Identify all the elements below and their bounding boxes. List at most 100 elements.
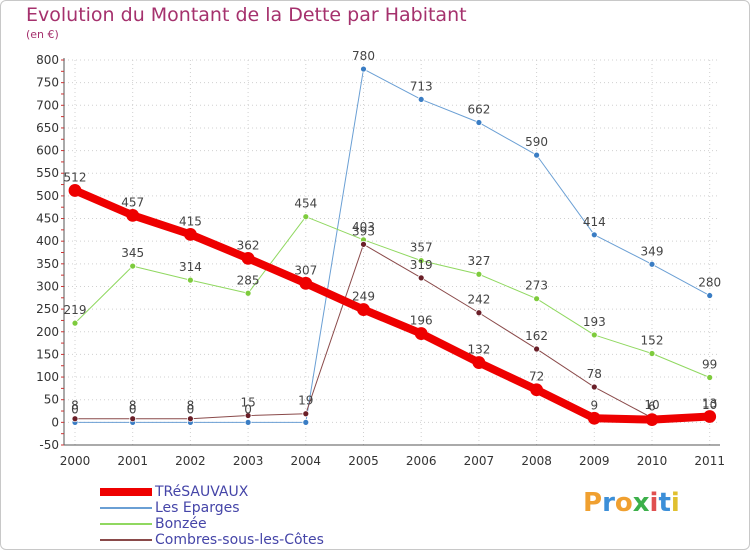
data-label: 152: [641, 334, 664, 348]
data-label: 10: [702, 398, 717, 412]
data-label: 457: [121, 195, 144, 209]
data-label: 0: [187, 402, 195, 416]
data-point: [244, 412, 252, 419]
data-label: 0: [129, 402, 137, 416]
y-tick-label: 750: [36, 76, 59, 90]
data-point: [302, 418, 310, 426]
data-label: 319: [410, 258, 433, 272]
data-label: 414: [583, 215, 606, 229]
y-tick-label: 600: [36, 144, 59, 158]
y-tick-label: 550: [36, 166, 59, 180]
logo-letter: t: [658, 488, 671, 518]
chart-title: Evolution du Montant de la Dette par Hab…: [26, 4, 467, 26]
x-tick-label: 2004: [291, 454, 322, 468]
data-label: 8: [71, 399, 79, 413]
chart-subtitle: (en €): [26, 28, 59, 41]
y-tick-label: 0: [51, 415, 59, 429]
data-label: 8: [129, 399, 137, 413]
data-point: [244, 289, 252, 297]
data-label: 0: [71, 402, 79, 416]
legend-item-les-eparges: Les Eparges: [100, 500, 360, 516]
data-point: [706, 374, 714, 381]
logo-letter: r: [602, 488, 615, 518]
x-tick-label: 2003: [233, 454, 264, 468]
series-line-2: [74, 243, 711, 420]
data-label: 196: [410, 314, 433, 328]
data-label: 249: [352, 290, 375, 304]
data-point: [129, 415, 137, 423]
legend-swatch-bonzee: [100, 523, 152, 525]
chart-legend: TRéSAUVAUX Les Eparges Bonzée Combres-so…: [100, 484, 360, 548]
data-label: 162: [525, 329, 548, 343]
legend-item-bonzee: Bonzée: [100, 516, 360, 532]
y-tick-label: 150: [36, 347, 59, 361]
data-label: 15: [240, 396, 255, 410]
legend-label-les-eparges: Les Eparges: [155, 500, 240, 516]
legend-label-bonzee: Bonzée: [155, 516, 207, 532]
data-point: [475, 119, 483, 126]
legend-item-combres: Combres-sous-les-Côtes: [100, 532, 360, 548]
data-point: [357, 303, 370, 316]
y-tick-label: 50: [44, 393, 59, 407]
data-point: [590, 383, 598, 391]
data-label: 78: [587, 367, 602, 381]
data-point: [299, 276, 313, 290]
y-tick-label: 300: [36, 279, 59, 293]
legend-item-tresauvaux: TRéSAUVAUX: [100, 484, 360, 500]
data-point: [648, 350, 656, 357]
data-point: [533, 295, 540, 303]
data-label: 285: [237, 273, 260, 287]
data-point: [417, 257, 425, 265]
data-point: [186, 276, 194, 284]
y-tick-label: 450: [36, 212, 59, 226]
data-label: 13: [702, 396, 717, 410]
data-label: 307: [294, 263, 317, 277]
series-line-3: [71, 186, 714, 424]
data-label: 512: [64, 170, 87, 184]
data-point: [183, 227, 197, 241]
data-label: 357: [410, 241, 433, 255]
proxiti-logo: Proxiti: [583, 488, 680, 518]
data-point: [472, 356, 486, 369]
data-point: [302, 213, 310, 221]
data-label: 454: [294, 197, 317, 211]
data-label: 662: [467, 103, 490, 117]
data-label: 403: [352, 220, 375, 234]
series-line-1: [74, 216, 711, 379]
x-tick-label: 2010: [637, 454, 668, 468]
data-label: 219: [64, 303, 87, 317]
data-point: [186, 415, 194, 423]
logo-letter: i: [670, 488, 680, 518]
x-tick-label: 2008: [521, 454, 552, 468]
legend-label-tresauvaux: TRéSAUVAUX: [155, 484, 249, 500]
data-label: 132: [467, 343, 490, 357]
data-label: 327: [467, 254, 490, 268]
data-point: [68, 184, 82, 197]
data-label: 590: [525, 135, 548, 149]
data-label: 349: [641, 244, 664, 258]
data-label: 273: [525, 279, 548, 293]
data-label: 6: [648, 400, 656, 414]
data-point: [360, 240, 367, 248]
data-label: 99: [702, 358, 717, 372]
y-tick-label: 200: [36, 325, 59, 339]
data-point: [475, 270, 483, 278]
logo-letter: o: [614, 488, 633, 518]
data-point: [71, 319, 79, 327]
x-tick-label: 2002: [175, 454, 206, 468]
y-tick-label: 350: [36, 257, 59, 271]
x-tick-label: 2007: [464, 454, 495, 468]
data-point: [475, 309, 483, 317]
y-tick-label: 100: [36, 370, 59, 384]
legend-swatch-tresauvaux: [100, 488, 152, 496]
data-point: [71, 415, 79, 423]
data-point: [129, 262, 137, 270]
x-tick-label: 2011: [694, 454, 725, 468]
data-point: [417, 96, 425, 103]
y-tick-label: -50: [39, 438, 59, 452]
data-label: 242: [467, 293, 490, 307]
y-tick-label: 500: [36, 189, 59, 203]
x-tick-label: 2000: [60, 454, 91, 468]
